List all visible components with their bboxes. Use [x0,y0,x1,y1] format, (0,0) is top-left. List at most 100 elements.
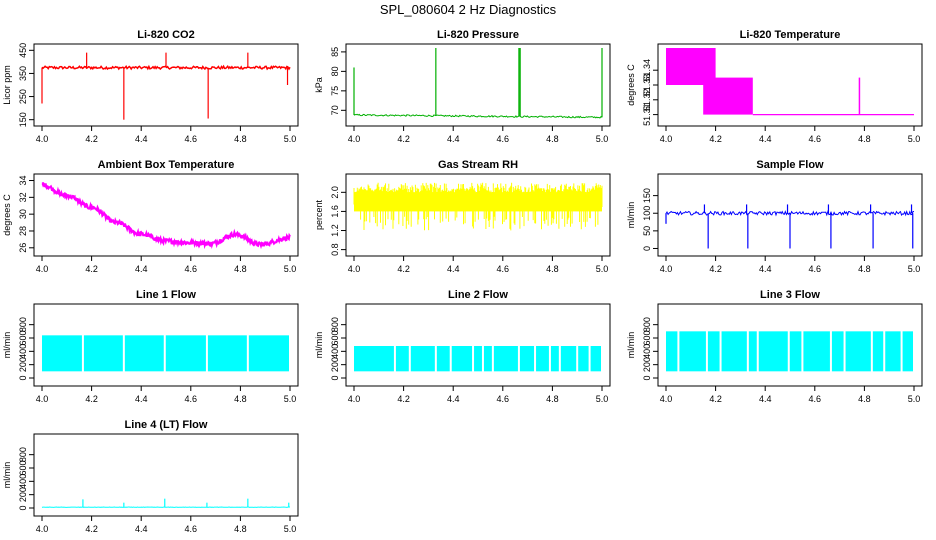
x-tick-label: 4.8 [546,264,559,274]
x-tick-label: 4.4 [135,394,148,404]
flow-block [885,331,901,372]
figure-title: SPL_080604 2 Hz Diagnostics [379,2,557,17]
x-tick-label: 4.2 [85,394,98,404]
y-axis-label: degrees C [626,64,636,106]
x-tick-label: 5.0 [908,264,921,274]
plot-title: Sample Flow [756,159,824,171]
flow-block [207,335,247,372]
x-tick-label: 4.8 [858,134,871,144]
flow-block [679,331,706,372]
y-tick-label: 100 [642,206,652,221]
flow-block [124,335,164,372]
flow-block [758,331,788,372]
plot-title: Gas Stream RH [438,159,518,171]
flow-block [789,331,802,372]
y-tick-label: 600 [330,330,340,345]
x-tick-label: 4.6 [185,134,198,144]
plot-p8: Line 2 Flow ml/min 4.0 4.2 4.4 4.6 4.8 5.0 0 2004… [314,289,611,404]
y-tick-label: 400 [18,344,28,359]
plot-frame [345,303,611,387]
x-tick-label: 4.2 [709,134,722,144]
x-tick-label: 4.2 [397,134,410,144]
x-tick-label: 4.4 [447,394,460,404]
plot-frame [33,433,299,517]
flow-block [354,346,394,372]
plot-p2: Li-820 Pressure kPa 4.0 4.2 4.4 4.6 4.8 5.0 70 75… [314,29,611,144]
y-tick-label: 1.6 [330,205,340,218]
x-tick-label: 4.8 [234,264,247,274]
y-axis-label: percent [314,199,324,230]
y-tick-label: 200 [642,357,652,372]
flow-block [165,335,206,372]
y-tick-label: 350 [18,66,28,81]
plot-p10: Line 4 (LT) Flow ml/min 4.0 4.2 4.4 4.6 4.8 5.0… [2,419,299,534]
x-tick-label: 4.8 [234,524,247,534]
x-tick-label: 4.4 [135,524,148,534]
y-tick-label: 2.0 [330,186,340,199]
y-tick-label: 400 [330,344,340,359]
plot-p5: Gas Stream RH percent 4.0 4.2 4.4 4.6 4.8 5.0 0.… [314,159,611,274]
y-axis-label: kPa [314,77,324,93]
y-tick-label: 51.32 [642,89,652,112]
x-tick-label: 4.6 [497,394,510,404]
y-tick-label: 70 [330,105,340,115]
y-tick-label: 150 [18,112,28,127]
y-tick-label: 85 [330,47,340,57]
flow-block [395,346,409,372]
y-tick-label: 0 [18,505,28,510]
flow-block [83,335,123,372]
x-tick-label: 4.0 [660,264,673,274]
flow-block [590,346,601,372]
flow-block [410,346,435,372]
x-tick-label: 5.0 [284,394,297,404]
y-tick-label: 80 [330,66,340,76]
plot-frame [345,43,611,127]
x-tick-label: 4.0 [36,524,49,534]
y-tick-label: 800 [18,447,28,462]
flow-block [451,346,473,372]
plot-title: Line 1 Flow [136,289,196,301]
x-tick-label: 4.0 [660,134,673,144]
plot-title: Li-820 Temperature [740,29,841,41]
plot-p7: Line 1 Flow ml/min 4.0 4.2 4.4 4.6 4.8 5.0 0 2004… [2,289,299,404]
x-tick-label: 4.2 [85,264,98,274]
y-axis-label: ml/min [626,202,636,229]
x-tick-label: 4.2 [709,264,722,274]
x-tick-label: 4.0 [348,394,361,404]
series-line [353,113,603,119]
x-tick-label: 4.0 [36,264,49,274]
x-tick-label: 4.6 [497,264,510,274]
x-tick-label: 4.8 [234,134,247,144]
series-line [353,182,603,231]
x-tick-label: 4.8 [858,394,871,404]
x-tick-label: 4.6 [185,264,198,274]
flow-block [902,331,913,372]
y-tick-label: 150 [642,188,652,203]
plot-title: Line 3 Flow [760,289,820,301]
y-tick-label: 200 [18,357,28,372]
flow-block [845,331,871,372]
x-tick-label: 4.4 [135,264,148,274]
x-tick-label: 4.2 [397,264,410,274]
y-tick-label: 200 [18,487,28,502]
flow-block [519,346,535,372]
plot-frame [33,43,299,127]
plot-title: Ambient Box Temperature [98,159,235,171]
y-tick-label: 400 [18,474,28,489]
plot-frame [33,303,299,387]
y-tick-label: 1.2 [330,224,340,237]
y-tick-label: 0 [18,375,28,380]
flow-block [483,346,492,372]
x-tick-label: 4.8 [546,394,559,404]
x-tick-label: 4.0 [36,134,49,144]
y-axis-label: Licor ppm [2,65,12,105]
flow-block [560,346,577,372]
y-tick-label: 0.8 [330,243,340,256]
plot-frame [657,173,923,257]
y-tick-label: 250 [18,89,28,104]
flow-block [436,346,450,372]
flow-block [474,346,482,372]
y-tick-label: 75 [330,86,340,96]
plot-frame [345,173,611,257]
